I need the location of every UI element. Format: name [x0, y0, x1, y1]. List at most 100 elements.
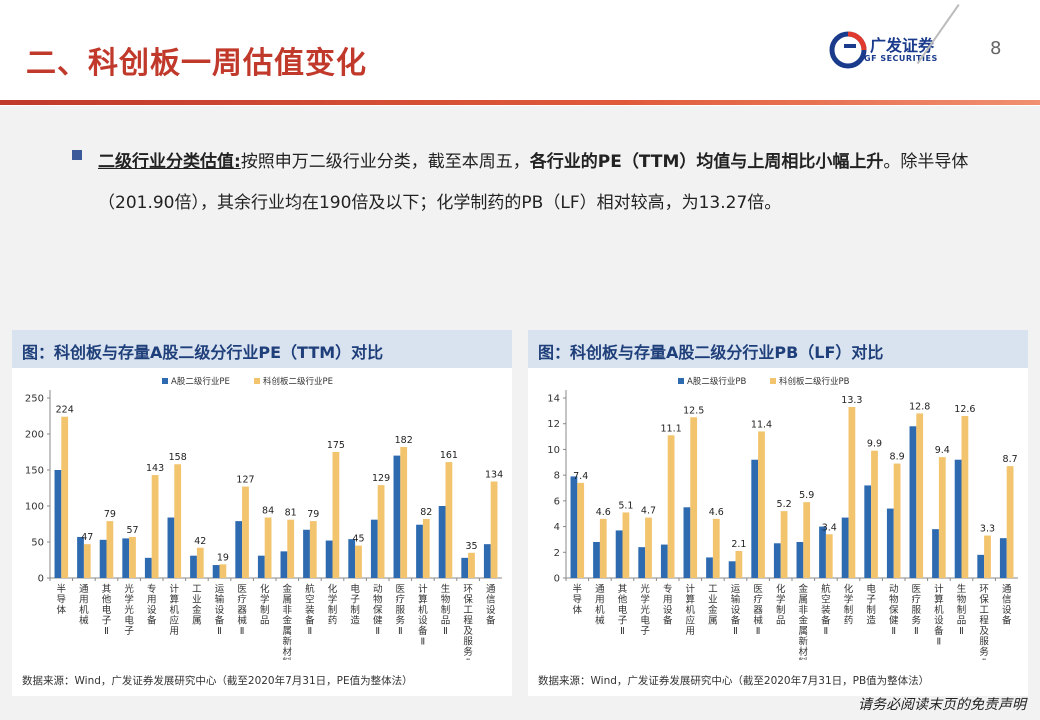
x-tick-label: 化学制药 [844, 583, 854, 627]
page-title: 二、科创板一周估值变化 [26, 46, 367, 81]
bar-a-share [999, 538, 1007, 578]
bar-a-share [461, 557, 469, 578]
x-tick-label: 医疗器械 Ⅱ [237, 584, 247, 637]
data-label: 7.4 [573, 471, 588, 482]
data-label: 3.3 [980, 524, 995, 535]
bar-a-share [77, 536, 84, 578]
bar-a-share [144, 557, 152, 578]
pe-chart-source: 数据来源：Wind，广发证券发展研究中心（截至2020年7月31日，PE值为整体… [22, 675, 413, 687]
bar-star-market [712, 518, 720, 578]
bar-star-market [219, 564, 227, 578]
bar-a-share [796, 542, 804, 578]
bar-star-market [667, 435, 675, 578]
summary-label: 二级行业分类估值: [98, 152, 241, 172]
y-tick-label: 150 [25, 466, 44, 477]
x-tick-label: 生物制品 Ⅱ [957, 583, 967, 637]
bar-a-share [841, 517, 849, 578]
bar-a-share [416, 524, 423, 578]
data-label: 11.4 [751, 419, 772, 430]
pb-chart-panel: 图：科创板与存量A股二级分行业PB（LF）对比 A股二级行业PB 科创板二级行业P… [528, 330, 1028, 696]
data-label: 158 [169, 452, 187, 463]
bar-a-share [615, 530, 623, 578]
summary-text-1: 按照申万二级行业分类，截至本周五， [240, 152, 530, 172]
data-label: 161 [440, 450, 458, 461]
bar-star-market [916, 413, 924, 578]
data-label: 13.3 [841, 395, 862, 406]
y-tick-label: 0 [554, 574, 560, 585]
bar-star-market [690, 417, 698, 578]
disclaimer: 请务必阅读末页的免责声明 [858, 697, 1026, 713]
y-tick-label: 12 [547, 419, 560, 430]
bar-a-share [303, 529, 310, 578]
x-tick-label: 航空装备 Ⅱ [305, 583, 315, 637]
x-tick-label: 工业金属 [708, 584, 718, 627]
x-tick-label: 计算机应用 [170, 583, 180, 637]
summary-bold-1: 各行业的PE（TTM）均值与上周相比小幅上升 [529, 152, 884, 172]
bar-a-share [235, 521, 243, 578]
x-tick-label: 环保工程及服务Ⅱ [463, 584, 473, 660]
pe-chart-title: 图：科创板与存量A股二级分行业PE（TTM）对比 [22, 343, 384, 362]
bar-star-market [780, 511, 788, 578]
bullet-square-icon [72, 150, 82, 160]
bar-star-market [735, 551, 743, 578]
bar-a-share [706, 557, 713, 578]
x-tick-label: 化学制品 [260, 583, 270, 627]
data-label: 11.1 [661, 423, 682, 434]
bar-star-market [422, 518, 430, 578]
x-tick-label: 光学光电子 [124, 583, 134, 637]
data-label: 182 [395, 435, 413, 446]
x-tick-label: 生物制品 Ⅱ [441, 583, 451, 637]
x-tick-label: 航空装备 Ⅱ [821, 583, 831, 637]
page-number: 8 [990, 38, 1002, 59]
x-tick-label: 计算机设备 Ⅱ [418, 583, 428, 648]
pb-chart-header: 图：科创板与存量A股二级分行业PB（LF）对比 [528, 330, 1028, 368]
data-label: 4.6 [596, 507, 611, 518]
bar-star-market [893, 463, 901, 578]
x-tick-label: 化学制药 [328, 583, 338, 627]
data-label: 2.1 [731, 539, 746, 550]
data-label: 224 [56, 405, 74, 416]
legend-swatch [254, 378, 260, 384]
y-tick-label: 14 [547, 394, 560, 405]
bar-a-share [483, 544, 491, 578]
pe-chart-panel: 图：科创板与存量A股二级分行业PE（TTM）对比 A股二级行业PE 科创板二级行业… [12, 330, 512, 696]
legend-swatch [678, 378, 684, 384]
summary-paragraph: 二级行业分类估值:按照申万二级行业分类，截至本周五，各行业的PE（TTM）均值与… [98, 142, 978, 224]
x-tick-label: 医疗服务 Ⅱ [912, 584, 922, 637]
y-tick-label: 10 [547, 445, 560, 456]
bar-a-share [325, 540, 333, 578]
bar-a-share [864, 485, 872, 578]
bar-a-share [954, 459, 962, 578]
data-label: 57 [126, 525, 138, 536]
x-tick-label: 通用机械 [79, 584, 89, 627]
bar-star-market [622, 512, 630, 578]
logo-text: 广发证券 [870, 36, 935, 55]
bar-a-share [909, 426, 917, 578]
bar-a-share [438, 506, 446, 578]
company-logo: 广发证券 GF SECURITIES [828, 30, 948, 70]
bar-star-market [400, 446, 408, 578]
bar-a-share [348, 539, 356, 578]
data-label: 47 [81, 532, 93, 543]
bar-star-market [871, 450, 878, 578]
data-label: 45 [352, 534, 364, 545]
bar-star-market [83, 544, 91, 578]
bar-star-market [287, 519, 295, 578]
bar-a-share [370, 519, 378, 578]
y-tick-label: 8 [554, 471, 560, 482]
y-tick-label: 0 [38, 574, 44, 585]
bar-a-share [99, 539, 107, 578]
y-tick-label: 100 [25, 502, 44, 513]
bar-a-share [593, 542, 600, 578]
data-label: 3.4 [822, 522, 837, 533]
bar-star-market [938, 457, 946, 578]
data-label: 35 [465, 541, 477, 552]
pe-chart-header: 图：科创板与存量A股二级分行业PE（TTM）对比 [12, 330, 512, 368]
data-label: 19 [217, 552, 229, 563]
data-label: 8.7 [1003, 454, 1018, 465]
bar-a-share [280, 551, 288, 578]
legend-label: 科创板二级行业PB [779, 376, 850, 387]
bar-star-market [309, 521, 317, 578]
x-tick-label: 专用设备 [663, 583, 673, 627]
data-label: 79 [104, 509, 116, 520]
